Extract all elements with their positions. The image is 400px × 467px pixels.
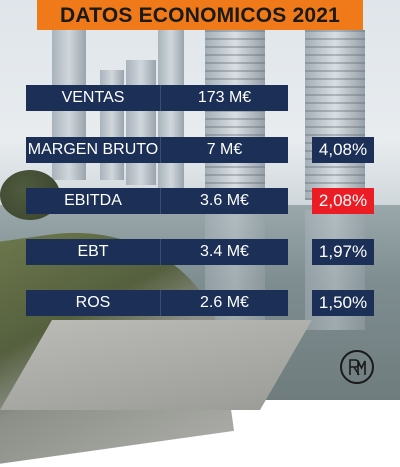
row-pct-ros: 1,50%: [312, 290, 374, 316]
row-value-ebitda: 3.6 M€: [160, 188, 288, 214]
row-value-ros: 2.6 M€: [160, 290, 288, 316]
page-title: DATOS ECONOMICOS 2021: [60, 4, 340, 27]
row-pct-margen-bruto: 4,08%: [312, 137, 374, 163]
row-value-ventas: 173 M€: [160, 85, 288, 111]
row-value-ebt: 3.4 M€: [160, 239, 288, 265]
background-walkway: [0, 320, 312, 410]
row-label-margen-bruto: MARGEN BRUTO: [26, 137, 160, 163]
background-tower: [205, 30, 265, 200]
row-pct-ebitda: 2,08%: [312, 188, 374, 214]
background-tower: [126, 60, 156, 185]
row-label-ebt: EBT: [26, 239, 160, 265]
row-label-ros: ROS: [26, 290, 160, 316]
row-label-ebitda: EBITDA: [26, 188, 160, 214]
row-pct-ebt: 1,97%: [312, 239, 374, 265]
title-bar: [37, 0, 363, 30]
row-label-ventas: VENTAS: [26, 85, 160, 111]
row-value-margen-bruto: 7 M€: [160, 137, 288, 163]
monogram-logo-icon: [340, 350, 374, 384]
background-tower: [305, 30, 365, 200]
monogram-logo-graphic: [349, 359, 366, 376]
